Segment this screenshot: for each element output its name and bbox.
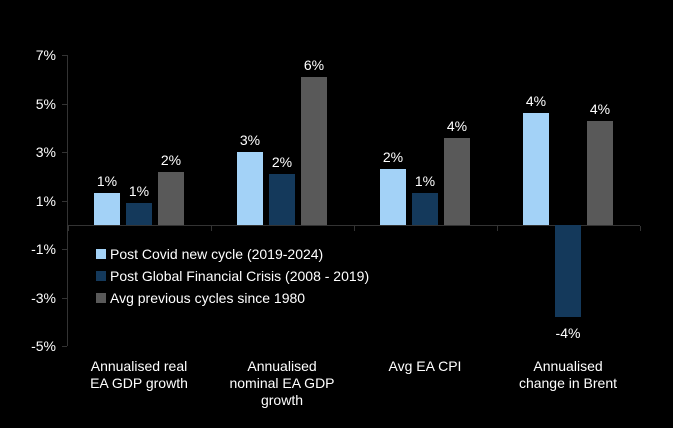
bar [555,225,581,318]
y-axis-tick [62,200,67,202]
x-axis-tick [210,226,212,231]
x-axis-line [67,225,640,226]
bar [158,171,184,225]
bar [301,77,327,225]
x-axis-category-label: Annualised real EA GDP growth [90,358,188,391]
y-axis-tick [62,297,67,299]
bar [269,174,295,225]
bar-value-label: 2% [160,151,182,168]
bar-value-label: 4% [446,117,468,134]
bar [587,120,613,225]
y-axis-tick-label: 3% [35,144,56,161]
legend-item: Post Global Financial Crisis (2008 - 201… [96,265,369,287]
x-axis-category-label: Annualised change in Brent [518,358,618,391]
x-axis-tick [67,226,69,231]
legend-swatch-icon [96,249,106,259]
bar [444,137,470,225]
legend-item: Post Covid new cycle (2019-2024) [96,243,369,265]
bar-value-label: 2% [271,154,293,171]
legend-label: Post Covid new cycle (2019-2024) [110,246,324,262]
bar [523,113,549,225]
legend-label: Avg previous cycles since 1980 [110,290,306,306]
bar-value-label: 3% [239,132,261,149]
legend-label: Post Global Financial Crisis (2008 - 201… [110,268,370,284]
x-axis-tick [496,226,498,231]
bar [412,193,438,225]
y-axis-tick [62,103,67,105]
bar [380,169,406,225]
x-axis-tick [639,226,641,231]
x-axis-category-label: Annualised nominal EA GDP growth [229,358,335,408]
legend-swatch-icon [96,293,106,303]
bar [237,152,263,225]
y-axis-tick-label: -3% [31,289,56,306]
x-axis-category-label: Avg EA CPI [388,358,462,374]
x-axis-tick [353,226,355,231]
y-axis-line [67,55,68,347]
bar-value-label: 1% [414,173,436,190]
bar [126,203,152,225]
bar [94,193,120,225]
y-axis-tick-label: -5% [31,338,56,355]
y-axis-tick-label: -1% [31,241,56,258]
legend-swatch-icon [96,271,106,281]
legend: Post Covid new cycle (2019-2024) Post Gl… [96,243,369,309]
y-axis-tick [62,152,67,154]
bar-value-label: 4% [589,100,611,117]
bar-value-label: 1% [128,183,150,200]
y-axis-tick [62,249,67,251]
y-axis-tick-label: 1% [35,192,56,209]
legend-item: Avg previous cycles since 1980 [96,287,369,309]
bar-value-label: 6% [303,57,325,74]
y-axis-tick [62,346,67,348]
bar-value-label: 1% [96,173,118,190]
bar-value-label: 4% [525,93,547,110]
bar-value-label: -4% [555,325,581,342]
bar-value-label: 2% [382,149,404,166]
y-axis-tick [62,55,67,57]
y-axis-tick-label: 7% [35,47,56,64]
y-axis-tick-label: 5% [35,95,56,112]
